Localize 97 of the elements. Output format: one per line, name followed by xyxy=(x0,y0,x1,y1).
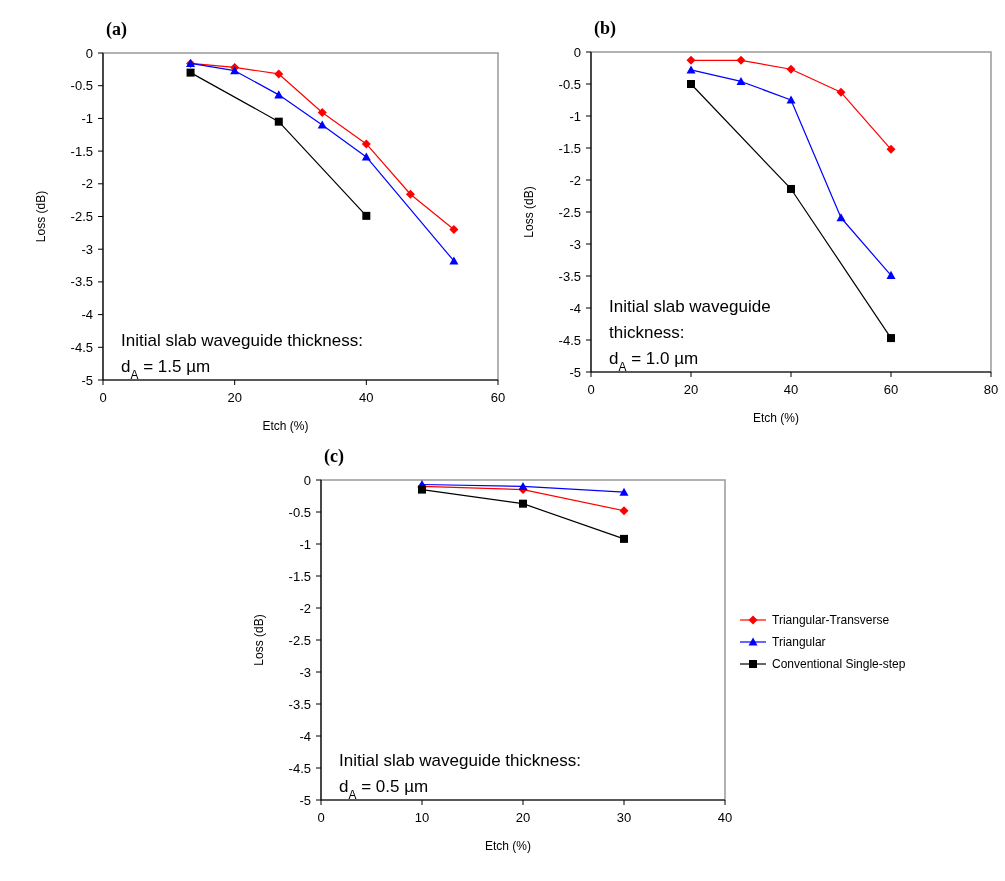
point xyxy=(786,64,796,74)
x-tick-label: 0 xyxy=(99,390,107,405)
x-tick-label: 20 xyxy=(683,382,699,397)
y-tick-label: 0 xyxy=(303,472,311,488)
point xyxy=(230,66,240,75)
y-tick-label: -4 xyxy=(81,307,93,323)
annotation: Initial slab waveguide xyxy=(609,297,771,316)
point xyxy=(274,90,284,99)
point xyxy=(361,152,371,161)
y-tick-label: -0.5 xyxy=(558,76,581,92)
x-tick-label: 0 xyxy=(587,382,595,397)
point xyxy=(186,68,195,77)
annotation: d$_{A}$ = 1.0 µm xyxy=(609,349,699,374)
y-tick-label: -4.5 xyxy=(288,760,311,776)
point xyxy=(836,87,846,97)
point xyxy=(620,534,628,543)
annotation: Initial slab waveguide thickness: xyxy=(339,751,581,770)
legend-label: Triangular-Transverse xyxy=(772,613,890,628)
y-tick-label: -4 xyxy=(569,300,581,316)
y-tick-label: 0 xyxy=(573,44,581,60)
point xyxy=(519,499,527,508)
y-tick-label: 0 xyxy=(85,45,93,61)
point xyxy=(418,485,426,494)
x-axis-title: Etch (%) xyxy=(752,411,800,425)
annotation: d$_{A}$ = 1.5 µm xyxy=(121,357,211,382)
y-tick-label: -0.5 xyxy=(288,504,311,520)
point xyxy=(362,211,371,220)
y-tick-label: -3 xyxy=(299,664,311,680)
x-axis-title: Etch (%) xyxy=(484,839,532,853)
y-tick-label: -1 xyxy=(299,536,311,552)
point xyxy=(619,506,629,516)
x-tick-label: 40 xyxy=(717,810,733,825)
point xyxy=(518,481,528,490)
point xyxy=(686,65,696,74)
chart-title: (a) xyxy=(106,19,127,40)
x-tick-label: 60 xyxy=(490,390,506,405)
y-tick-label: -3.5 xyxy=(558,268,581,284)
point xyxy=(317,108,327,118)
x-tick-label: 30 xyxy=(616,810,632,825)
point xyxy=(887,334,895,343)
point xyxy=(317,120,327,129)
y-tick-label: -4.5 xyxy=(70,339,93,355)
y-tick-label: -4 xyxy=(299,728,311,744)
y-tick-label: -2 xyxy=(569,172,581,188)
point xyxy=(687,80,695,88)
y-tick-label: -3.5 xyxy=(70,274,93,290)
point xyxy=(886,144,896,154)
y-tick-label: -5 xyxy=(299,792,311,808)
annotation: thickness: xyxy=(609,323,685,342)
y-tick-label: -4.5 xyxy=(558,332,581,348)
x-tick-label: 80 xyxy=(983,382,999,397)
y-tick-label: -1.5 xyxy=(70,143,93,159)
y-tick-label: -3.5 xyxy=(288,696,311,712)
point xyxy=(361,139,371,149)
y-tick-label: -1 xyxy=(569,108,581,124)
point xyxy=(405,189,415,199)
y-tick-label: -1.5 xyxy=(558,140,581,156)
legend-label: Triangular xyxy=(772,635,826,650)
annotation: d$_{A}$ = 0.5 µm xyxy=(339,777,429,802)
point xyxy=(449,256,459,265)
y-axis-title: Loss (dB) xyxy=(34,190,48,243)
x-axis-title: Etch (%) xyxy=(262,419,309,433)
y-tick-label: -1 xyxy=(81,110,93,126)
point xyxy=(736,55,746,65)
x-tick-label: 60 xyxy=(883,382,899,397)
chart-title: (b) xyxy=(594,18,616,39)
point xyxy=(449,225,459,235)
point xyxy=(786,95,796,104)
point xyxy=(274,69,284,79)
legend-label: Conventional Single-step xyxy=(772,657,906,672)
y-axis-title: Loss (dB) xyxy=(252,614,266,666)
x-tick-label: 20 xyxy=(515,810,531,825)
y-tick-label: -3 xyxy=(569,236,581,252)
point xyxy=(274,117,283,126)
y-tick-label: -2.5 xyxy=(288,632,311,648)
x-tick-label: 40 xyxy=(783,382,799,397)
y-tick-label: -1.5 xyxy=(288,568,311,584)
x-tick-label: 20 xyxy=(227,390,242,405)
y-tick-label: -5 xyxy=(569,364,581,380)
x-tick-label: 40 xyxy=(359,390,374,405)
y-tick-label: -2.5 xyxy=(558,204,581,220)
chart-title: (c) xyxy=(324,446,344,467)
point xyxy=(686,55,696,65)
y-tick-label: -0.5 xyxy=(70,78,93,94)
y-tick-label: -2.5 xyxy=(70,209,93,225)
y-tick-label: -2 xyxy=(299,600,311,616)
y-tick-label: -3 xyxy=(81,241,93,257)
point xyxy=(886,270,896,279)
point xyxy=(736,76,746,86)
x-tick-label: 0 xyxy=(317,810,325,825)
point xyxy=(787,184,795,193)
point xyxy=(619,487,629,496)
x-tick-label: 10 xyxy=(414,810,430,825)
y-tick-label: -5 xyxy=(81,372,93,388)
annotation: Initial slab waveguide thickness: xyxy=(121,331,363,350)
y-axis-title: Loss (dB) xyxy=(522,186,536,238)
y-tick-label: -2 xyxy=(81,176,93,192)
